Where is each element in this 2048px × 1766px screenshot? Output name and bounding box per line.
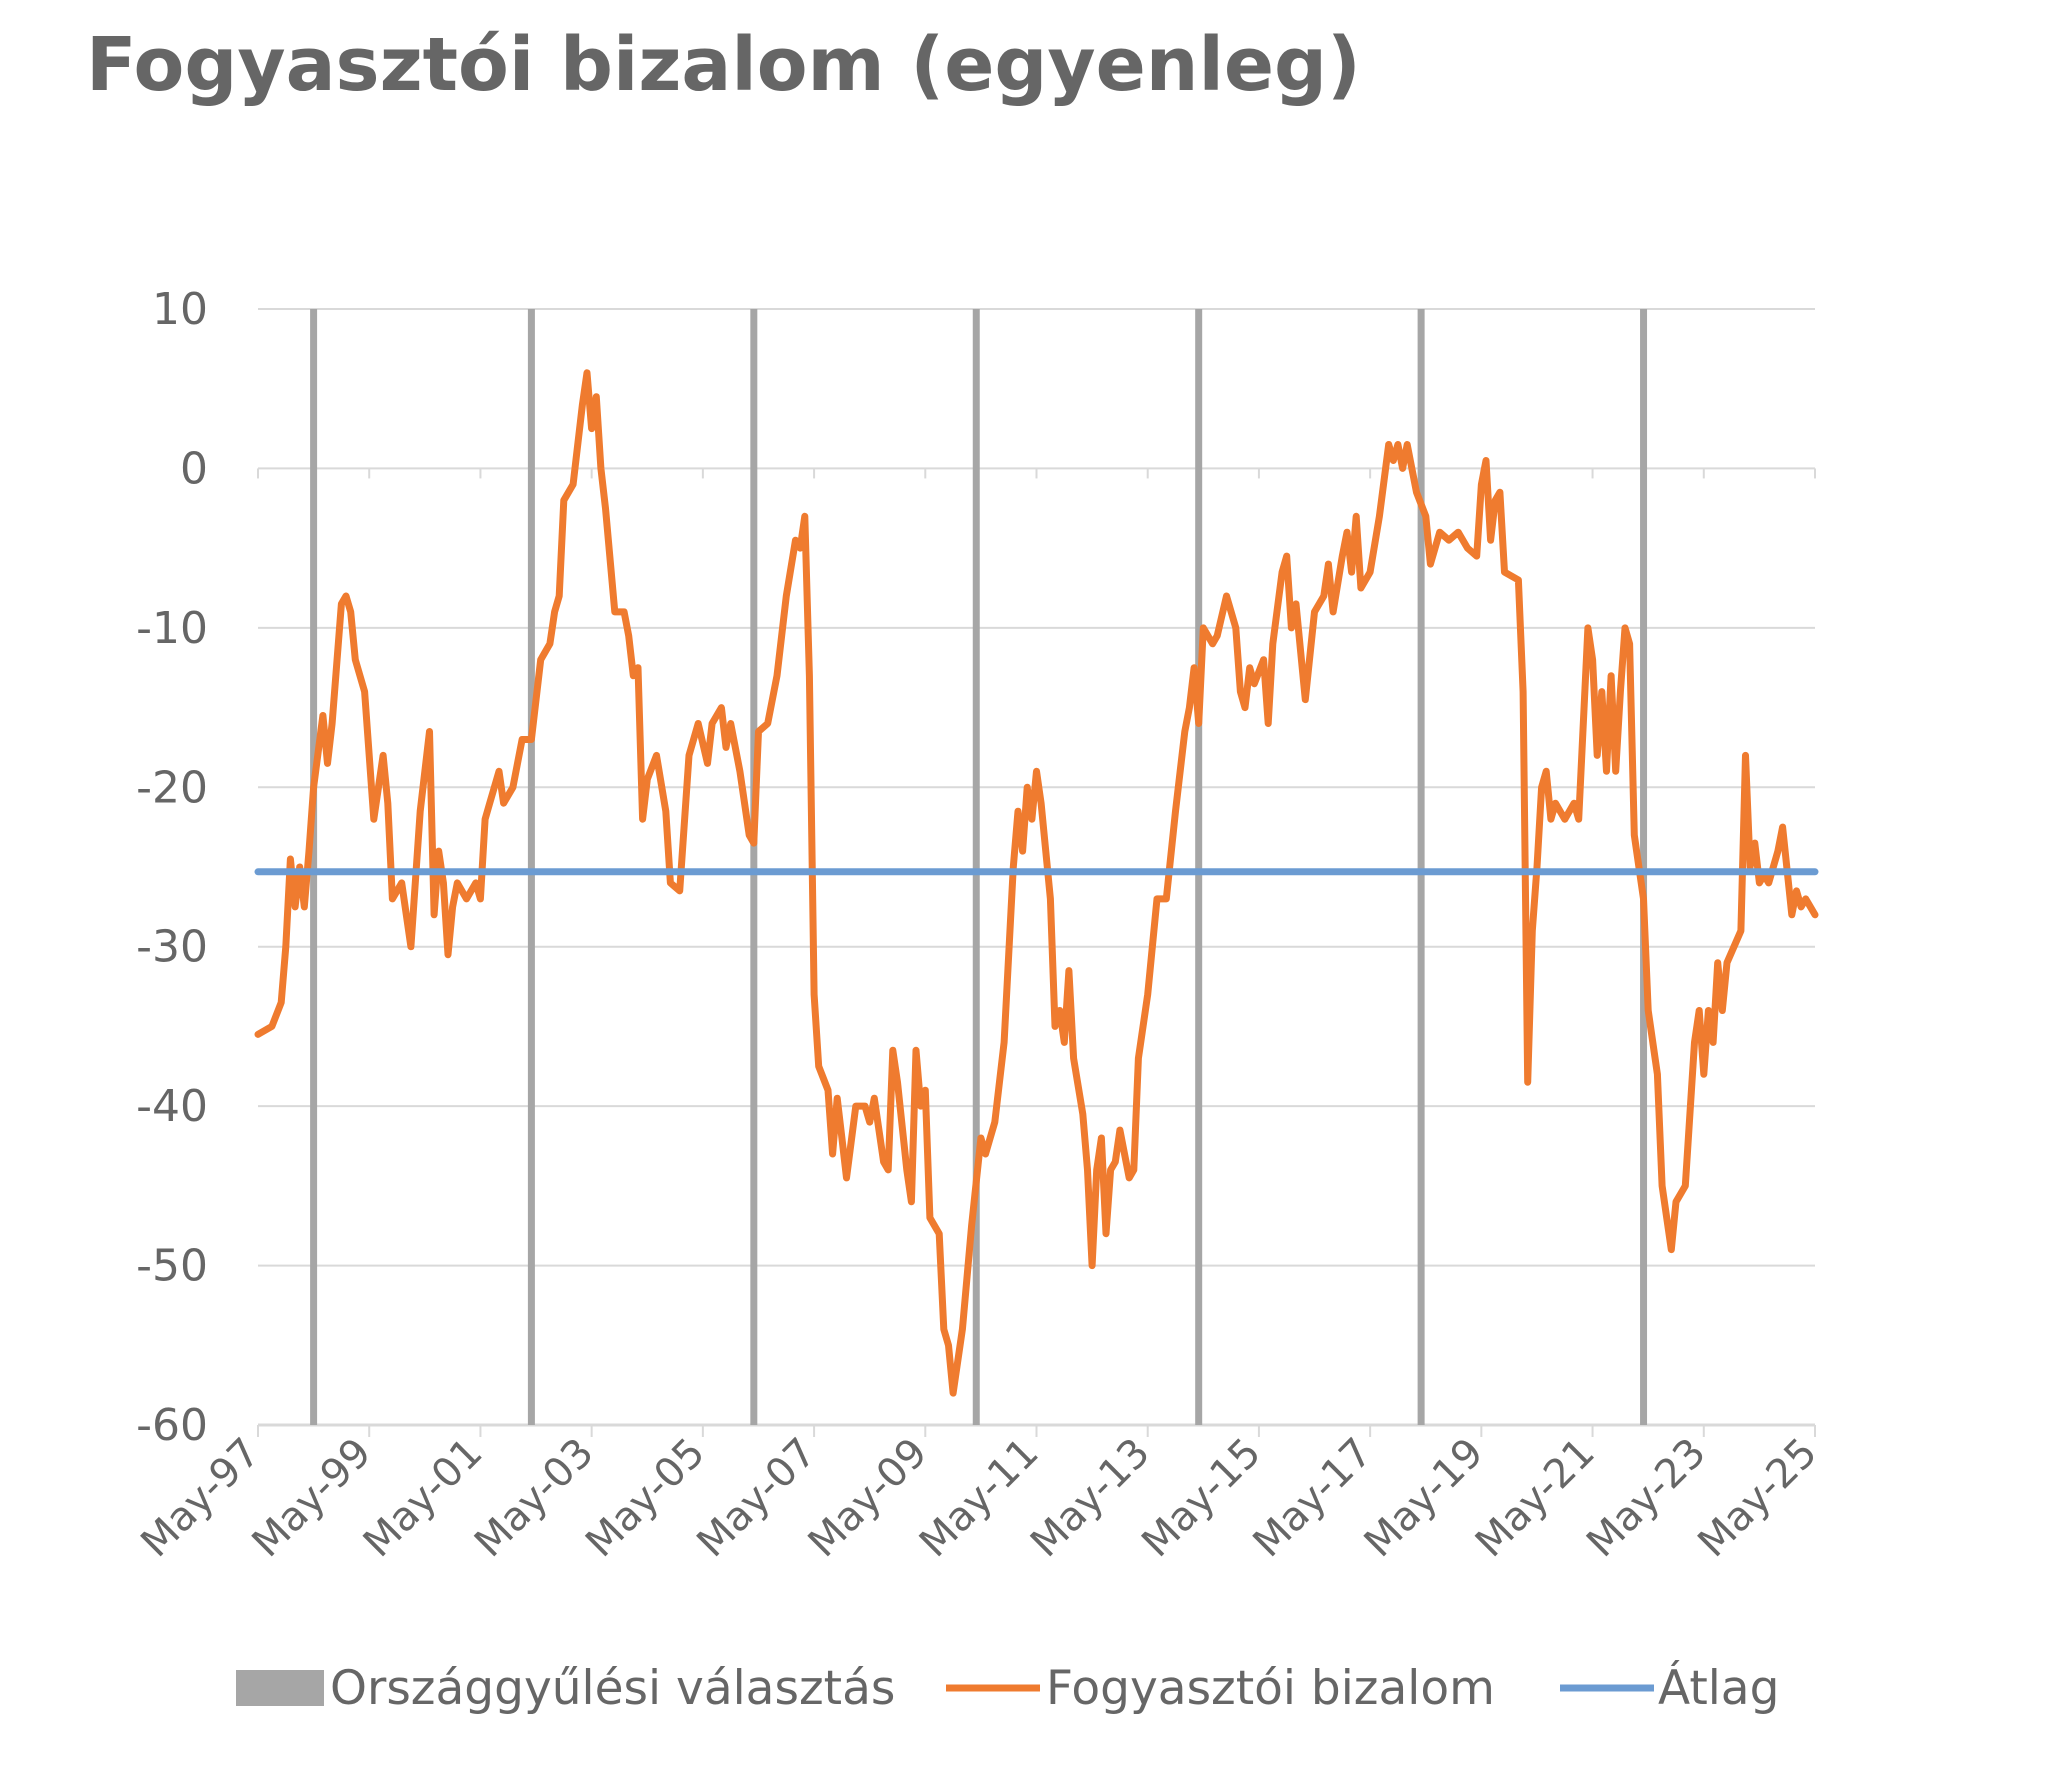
x-tick-label: May-05 [577,1430,714,1567]
y-tick-label: 10 [152,284,208,335]
y-tick-label: -50 [136,1241,208,1292]
x-tick-label: May-11 [911,1430,1048,1567]
x-tick-label: May-25 [1689,1430,1826,1567]
x-tick-label: May-07 [688,1430,825,1567]
confidence-series-line [254,369,1819,1397]
x-tick-label: May-13 [1022,1430,1159,1567]
x-tick-label: May-17 [1245,1430,1382,1567]
x-tick-label: May-09 [800,1430,937,1567]
x-tick-label: May-03 [466,1430,603,1567]
x-tick-label: May-01 [355,1430,492,1567]
legend-label-confidence: Fogyasztói bizalom [1046,1661,1495,1716]
x-tick-label: May-99 [244,1430,381,1567]
x-tick-label: May-19 [1356,1430,1493,1567]
x-tick-label: May-15 [1133,1430,1270,1567]
legend-label-election: Országgyűlési választás [330,1661,895,1716]
x-tick-label: May-21 [1467,1430,1604,1567]
y-tick-label: -40 [136,1081,208,1132]
y-tick-label: -10 [136,603,208,654]
axis-lines [257,468,1816,1437]
y-tick-label: -60 [136,1400,208,1451]
legend: Országgyűlési választás Fogyasztói bizalo… [236,1661,1779,1716]
x-tick-label: May-23 [1578,1430,1715,1567]
election-markers [310,309,1648,1425]
y-tick-label: 0 [180,443,208,494]
x-tick-labels: May-97May-99May-01May-03May-05May-07May-… [132,1430,1826,1567]
y-tick-labels: 10 0 -10 -20 -30 -40 -50 -60 [136,284,208,1451]
y-tick-label: -30 [136,922,208,973]
series-lines [254,369,1819,1397]
chart-title: Fogyasztói bizalom (egyenleg) [86,22,1361,108]
y-tick-label: -20 [136,762,208,813]
legend-swatch-election [236,1670,324,1706]
legend-label-average: Átlag [1658,1661,1779,1716]
